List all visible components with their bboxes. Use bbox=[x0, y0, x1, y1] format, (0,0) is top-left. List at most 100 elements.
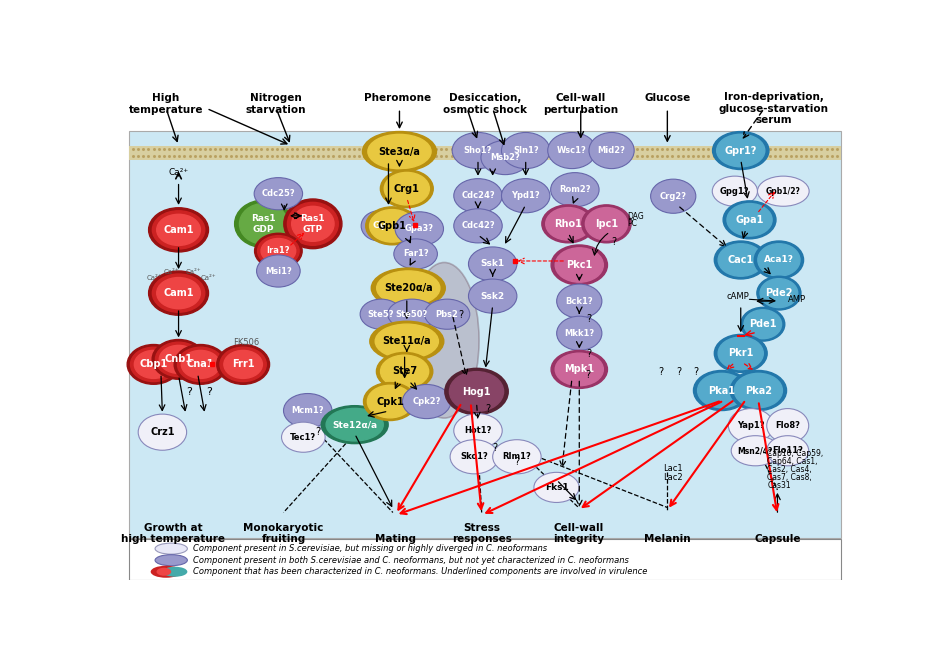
Text: ?: ? bbox=[586, 314, 592, 324]
Text: Ca²⁺: Ca²⁺ bbox=[186, 269, 202, 275]
Ellipse shape bbox=[760, 278, 797, 308]
Ellipse shape bbox=[257, 255, 300, 287]
Ellipse shape bbox=[361, 211, 397, 241]
Ellipse shape bbox=[220, 348, 266, 381]
Text: Yap1?: Yap1? bbox=[738, 421, 765, 430]
Text: Ras1
GTP: Ras1 GTP bbox=[300, 214, 325, 233]
Text: Ca²⁺: Ca²⁺ bbox=[169, 168, 188, 177]
Text: Ste11α/a: Ste11α/a bbox=[383, 336, 431, 346]
Ellipse shape bbox=[502, 179, 550, 213]
Ellipse shape bbox=[651, 179, 696, 213]
Text: Far1?: Far1? bbox=[402, 250, 428, 258]
Ellipse shape bbox=[364, 383, 417, 421]
Ellipse shape bbox=[452, 132, 504, 169]
Text: Ste20α/a: Ste20α/a bbox=[384, 283, 433, 293]
Ellipse shape bbox=[134, 350, 173, 378]
Text: Ste12α/a: Ste12α/a bbox=[332, 420, 377, 429]
Ellipse shape bbox=[395, 212, 443, 246]
Ellipse shape bbox=[730, 370, 787, 411]
Text: ?: ? bbox=[492, 443, 498, 452]
Text: ?: ? bbox=[694, 368, 699, 378]
Ellipse shape bbox=[481, 140, 529, 175]
Ellipse shape bbox=[758, 176, 809, 206]
Text: Rom2?: Rom2? bbox=[559, 185, 591, 194]
Text: PC: PC bbox=[627, 219, 637, 228]
Text: Cpk1: Cpk1 bbox=[376, 396, 403, 407]
Ellipse shape bbox=[367, 385, 413, 418]
Ellipse shape bbox=[261, 239, 295, 263]
Ellipse shape bbox=[384, 172, 429, 205]
Text: Flo11?: Flo11? bbox=[772, 446, 803, 455]
Text: Hog1: Hog1 bbox=[462, 387, 491, 396]
Ellipse shape bbox=[321, 406, 388, 443]
Ellipse shape bbox=[376, 353, 433, 391]
Text: Cell-wall
perturbation: Cell-wall perturbation bbox=[544, 93, 618, 115]
Ellipse shape bbox=[366, 207, 419, 244]
Ellipse shape bbox=[712, 132, 769, 170]
Ellipse shape bbox=[545, 207, 591, 240]
Ellipse shape bbox=[138, 414, 187, 451]
Text: Aca1?: Aca1? bbox=[764, 256, 794, 265]
Text: Cam1: Cam1 bbox=[163, 225, 194, 235]
Ellipse shape bbox=[712, 176, 758, 206]
Text: Gpr1?: Gpr1? bbox=[724, 145, 757, 156]
Text: Nitrogen
starvation: Nitrogen starvation bbox=[246, 93, 307, 115]
Ellipse shape bbox=[369, 209, 415, 242]
Text: Component that has been characterized in C. neoformans. Underlined components ar: Component that has been characterized in… bbox=[193, 567, 648, 576]
Text: Pkc1: Pkc1 bbox=[566, 260, 593, 270]
Text: Tec1?: Tec1? bbox=[291, 433, 316, 441]
Ellipse shape bbox=[731, 436, 779, 466]
Text: ?: ? bbox=[586, 349, 592, 359]
Ellipse shape bbox=[754, 241, 804, 279]
Ellipse shape bbox=[152, 274, 205, 312]
Ellipse shape bbox=[450, 439, 498, 474]
Ellipse shape bbox=[502, 132, 550, 169]
Text: Ca²⁺: Ca²⁺ bbox=[164, 269, 180, 275]
Text: Cbp1: Cbp1 bbox=[139, 359, 168, 370]
Ellipse shape bbox=[717, 134, 765, 167]
Text: DAG: DAG bbox=[627, 212, 644, 221]
Ellipse shape bbox=[163, 567, 188, 577]
Ellipse shape bbox=[551, 350, 607, 389]
Ellipse shape bbox=[492, 439, 541, 474]
Text: Mpk1: Mpk1 bbox=[564, 364, 595, 374]
Ellipse shape bbox=[127, 344, 180, 384]
Text: Capsule: Capsule bbox=[754, 534, 801, 544]
Ellipse shape bbox=[744, 310, 781, 338]
Text: Gγ: Gγ bbox=[372, 221, 385, 230]
Ellipse shape bbox=[235, 200, 293, 248]
Ellipse shape bbox=[469, 279, 517, 313]
Ellipse shape bbox=[714, 334, 767, 372]
Text: Growth at
high temperature: Growth at high temperature bbox=[121, 522, 225, 544]
Ellipse shape bbox=[547, 132, 597, 169]
Text: Cap10, Cap59,: Cap10, Cap59, bbox=[767, 449, 823, 458]
Text: ?: ? bbox=[585, 370, 590, 381]
Text: Pkr1: Pkr1 bbox=[728, 348, 754, 359]
Ellipse shape bbox=[381, 355, 429, 388]
Text: Pka2: Pka2 bbox=[745, 385, 772, 396]
Ellipse shape bbox=[152, 211, 205, 249]
Text: Msb2?: Msb2? bbox=[491, 153, 520, 162]
Ellipse shape bbox=[155, 555, 188, 566]
Ellipse shape bbox=[254, 177, 303, 210]
Text: ?: ? bbox=[485, 404, 491, 414]
Text: Rlm1?: Rlm1? bbox=[503, 452, 531, 461]
Text: Ssk1: Ssk1 bbox=[481, 259, 505, 269]
Ellipse shape bbox=[283, 394, 332, 428]
Text: ?: ? bbox=[315, 426, 320, 437]
Ellipse shape bbox=[370, 321, 444, 361]
Ellipse shape bbox=[281, 422, 325, 452]
Ellipse shape bbox=[387, 299, 437, 329]
Text: Crg1: Crg1 bbox=[394, 184, 420, 194]
Text: Gpa1: Gpa1 bbox=[736, 215, 763, 225]
Text: Ssk2: Ssk2 bbox=[481, 291, 505, 301]
Ellipse shape bbox=[131, 348, 177, 381]
Text: Ypd1?: Ypd1? bbox=[511, 191, 540, 200]
Text: Cdc24?: Cdc24? bbox=[461, 191, 495, 200]
Text: Wsc1?: Wsc1? bbox=[557, 146, 587, 155]
Text: Gpg1?: Gpg1? bbox=[720, 186, 750, 196]
Text: Cac1: Cac1 bbox=[727, 255, 754, 265]
Ellipse shape bbox=[585, 207, 628, 240]
Ellipse shape bbox=[589, 132, 634, 169]
Text: Crz1: Crz1 bbox=[151, 427, 174, 437]
